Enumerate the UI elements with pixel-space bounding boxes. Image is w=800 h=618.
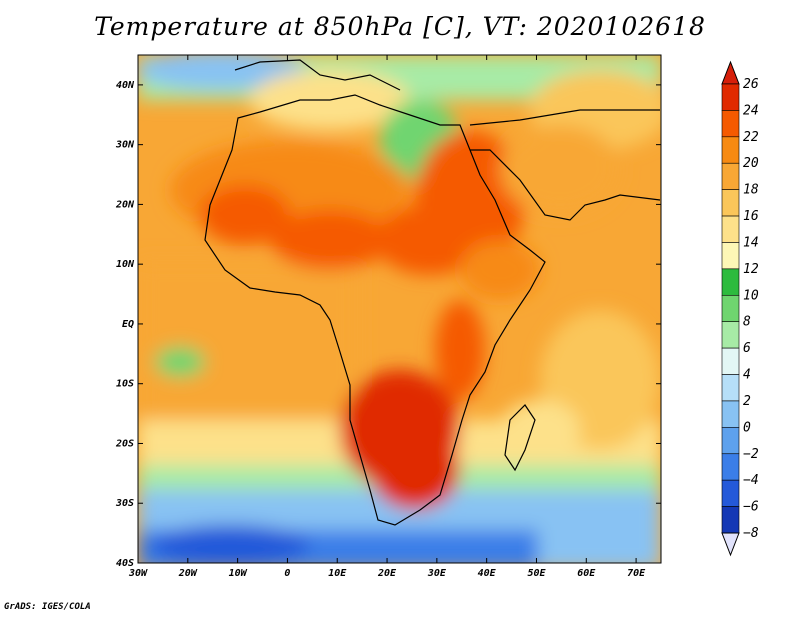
colorbar-segment bbox=[721, 268, 740, 296]
colorbar-label: −2 bbox=[743, 447, 759, 462]
colorbar-segment bbox=[721, 242, 740, 270]
lat-tick-label: 30N bbox=[115, 140, 135, 151]
colorbar-label: 22 bbox=[743, 130, 759, 145]
colorbar-segment bbox=[721, 215, 740, 243]
coastlines bbox=[204, 59, 661, 526]
lon-tick-label: 10W bbox=[229, 568, 248, 579]
colorbar-segment bbox=[721, 506, 740, 534]
map-title: Temperature at 850hPa [C], VT: 202010261… bbox=[94, 12, 706, 41]
colorbar-label: 26 bbox=[743, 77, 759, 92]
lon-tick-label: 60E bbox=[577, 568, 596, 579]
colorbar-under-arrow bbox=[721, 532, 740, 557]
lon-tick-label: 0 bbox=[284, 568, 290, 579]
temperature-field bbox=[138, 55, 661, 563]
colorbar-segment bbox=[721, 427, 740, 455]
colorbar-segment bbox=[721, 136, 740, 164]
lon-tick-label: 20E bbox=[377, 568, 397, 579]
colorbar-segment bbox=[721, 83, 740, 111]
colorbar-label: 24 bbox=[743, 103, 759, 118]
colorbar-over-arrow bbox=[721, 60, 740, 85]
colorbar-label: 16 bbox=[743, 209, 759, 224]
colorbar-segment bbox=[721, 374, 740, 402]
colorbar-label: 18 bbox=[743, 183, 759, 198]
colorbar-segment bbox=[721, 321, 740, 349]
plot-frame bbox=[137, 54, 662, 564]
colorbar-label: −6 bbox=[743, 500, 759, 515]
lon-tick-label: 70E bbox=[627, 568, 646, 579]
lat-tick-label: 30S bbox=[115, 498, 134, 509]
lat-tick-label: 10N bbox=[116, 259, 135, 270]
colorbar-label: 20 bbox=[743, 156, 759, 171]
colorbar-segment bbox=[721, 162, 740, 190]
lat-tick-label: 20S bbox=[115, 438, 134, 449]
colorbar-label: −4 bbox=[743, 473, 759, 488]
colorbar-label: 14 bbox=[743, 235, 759, 250]
lon-tick-label: 20W bbox=[178, 568, 198, 579]
lon-tick-label: 30E bbox=[427, 568, 447, 579]
lat-tick-label: 20N bbox=[115, 199, 135, 210]
colorbar-segment bbox=[721, 400, 740, 428]
colorbar-segment bbox=[721, 294, 740, 323]
colorbar-label: −8 bbox=[743, 526, 759, 541]
lon-tick-label: 40E bbox=[478, 568, 497, 579]
lon-tick-label: 10E bbox=[328, 568, 347, 579]
colorbar-label: 4 bbox=[743, 368, 751, 383]
colorbar-label: 12 bbox=[743, 262, 759, 277]
colorbar-label: 0 bbox=[743, 420, 751, 435]
colorbar-segment bbox=[721, 479, 740, 507]
lat-tick-label: 10S bbox=[116, 379, 134, 390]
lon-tick-label: 50E bbox=[527, 568, 546, 579]
credit-text: GrADS: IGES/COLA bbox=[4, 602, 91, 612]
colorbar-segment bbox=[721, 453, 740, 481]
colorbar-label: 2 bbox=[743, 394, 751, 409]
colorbar-segment bbox=[721, 347, 740, 375]
colorbar-label: 10 bbox=[743, 288, 759, 303]
colorbar-segment bbox=[721, 110, 740, 138]
axis-ticks: 30W 20W 10W 0 10E 20E 30E 40E 50E 60E 70E 40N 30N 20N… bbox=[115, 55, 661, 579]
lon-tick-label: 30W bbox=[128, 568, 148, 579]
colorbar-label: 6 bbox=[743, 341, 751, 356]
colorbar-label: 8 bbox=[743, 315, 751, 330]
lat-tick-label: 40S bbox=[116, 558, 134, 569]
lat-tick-label: 40N bbox=[116, 80, 135, 91]
colorbar-segment bbox=[721, 189, 740, 217]
lat-tick-label: EQ bbox=[122, 319, 134, 330]
